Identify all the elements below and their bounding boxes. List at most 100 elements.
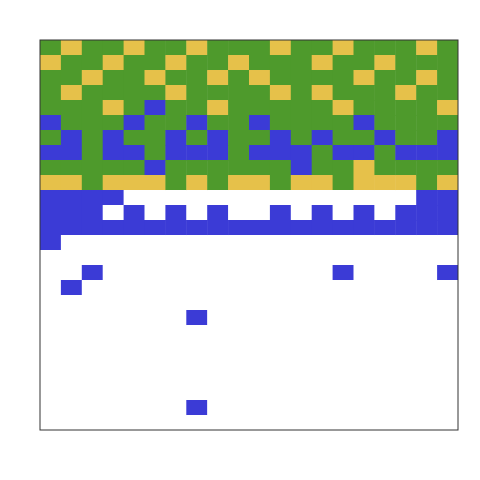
heat-cell [103,235,124,251]
heat-cell [124,205,145,221]
heat-cell [270,295,291,311]
heat-cell [291,115,312,131]
heat-cell [186,70,207,86]
heat-cell [61,130,82,146]
heat-cell [103,55,124,71]
heat-cell [374,280,395,296]
heat-cell [312,235,333,251]
heat-cell [228,160,249,176]
heat-cell [186,85,207,101]
heat-cell [395,115,416,131]
heat-cell [437,160,458,176]
heat-cell [270,190,291,206]
heat-cell [40,250,61,266]
heat-cell [249,235,270,251]
heat-cell [395,55,416,71]
heat-cell [186,205,207,221]
heat-cell [124,70,145,86]
heat-cell [354,310,375,326]
heat-cell [437,205,458,221]
heat-cell [207,205,228,221]
heat-cell [374,355,395,371]
heat-cell [61,310,82,326]
heat-cell [395,355,416,371]
heat-cell [40,325,61,341]
heat-cell [333,385,354,401]
heat-cell [207,355,228,371]
heat-cell [291,295,312,311]
heat-cell [312,400,333,416]
heat-cell [124,100,145,116]
heat-cell [61,115,82,131]
heat-cell [416,295,437,311]
heat-cell [145,175,166,191]
heat-cell [291,310,312,326]
heat-cell [395,40,416,56]
heat-cell [165,205,186,221]
heat-cell [374,340,395,356]
heat-cell [61,370,82,386]
heat-cell [124,175,145,191]
heat-cell [124,145,145,161]
heat-cell [312,280,333,296]
heat-cell [207,175,228,191]
heat-cell [374,310,395,326]
heat-cell [228,415,249,430]
heat-cell [61,355,82,371]
heat-cell [82,160,103,176]
heat-cell [374,70,395,86]
heat-cell [145,235,166,251]
heat-cell [437,340,458,356]
heat-cell [312,265,333,281]
heat-cell [291,130,312,146]
heat-cell [354,70,375,86]
heat-cell [333,70,354,86]
heat-cell [395,400,416,416]
heat-cell [291,70,312,86]
heat-cell [124,265,145,281]
heat-cell [228,100,249,116]
heat-cell [145,310,166,326]
heat-cell [291,85,312,101]
heat-cell [291,325,312,341]
heat-cell [40,385,61,401]
heat-cell [312,250,333,266]
heat-cell [207,325,228,341]
heat-cell [291,415,312,430]
heat-cell [249,115,270,131]
heat-cell [124,115,145,131]
heat-cell [186,115,207,131]
heat-cell [40,355,61,371]
heat-cell [249,415,270,430]
heat-cell [437,415,458,430]
heat-cell [416,190,437,206]
heat-cell [61,325,82,341]
heat-cell [416,220,437,236]
heat-cell [354,415,375,430]
heat-cell [249,355,270,371]
heat-cell [207,265,228,281]
heat-cell [61,235,82,251]
heat-cell [270,415,291,430]
heat-cell [354,55,375,71]
heat-cell [354,235,375,251]
heat-cell [395,175,416,191]
heat-cell [228,340,249,356]
heat-cell [333,40,354,56]
heat-cell [416,325,437,341]
heat-cell [124,160,145,176]
heat-cell [145,340,166,356]
heat-cell [249,40,270,56]
heat-cell [103,70,124,86]
heat-cell [416,100,437,116]
heat-cell [437,85,458,101]
heat-cell [145,265,166,281]
heat-cell [228,40,249,56]
heat-cell [291,400,312,416]
heat-cell [333,370,354,386]
heat-cell [207,250,228,266]
heat-cell [228,280,249,296]
heat-cell [249,280,270,296]
heat-cell [374,85,395,101]
heat-cell [207,40,228,56]
